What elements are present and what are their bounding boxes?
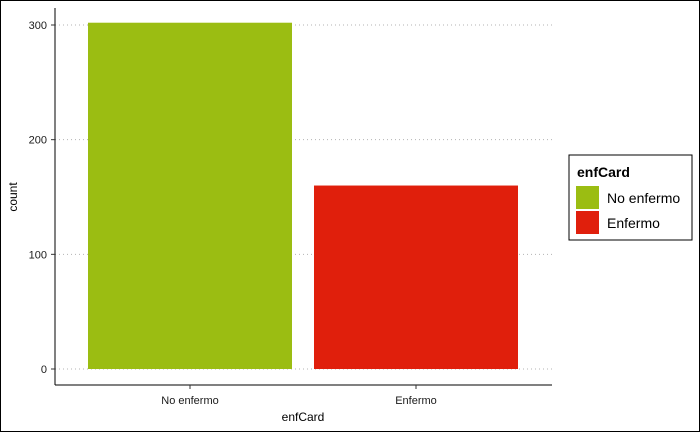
legend-title: enfCard	[577, 164, 630, 180]
y-tick-label: 0	[41, 364, 47, 376]
x-tick-label: Enfermo	[395, 395, 437, 407]
y-tick-label: 300	[29, 20, 47, 32]
y-ticks: 0 100 200 300	[29, 20, 55, 376]
x-ticks: No enfermo Enfermo	[161, 385, 437, 407]
grid-lines	[55, 24, 552, 370]
legend-label: Enfermo	[607, 215, 660, 231]
legend-items: No enfermo Enfermo	[576, 186, 680, 234]
legend-label: No enfermo	[607, 190, 680, 206]
bar-no-enfermo	[88, 22, 292, 370]
legend-swatch	[576, 211, 599, 234]
x-tick-label: No enfermo	[161, 395, 218, 407]
legend-swatch	[576, 186, 599, 209]
axes	[54, 8, 552, 386]
legend: enfCard No enfermo Enfermo	[568, 154, 693, 241]
y-tick-label: 100	[29, 249, 47, 261]
bar-enfermo	[314, 185, 518, 369]
y-tick-label: 200	[29, 135, 47, 147]
y-axis-title: count	[6, 182, 20, 212]
bars	[88, 22, 518, 370]
x-axis-title: enfCard	[282, 410, 325, 424]
